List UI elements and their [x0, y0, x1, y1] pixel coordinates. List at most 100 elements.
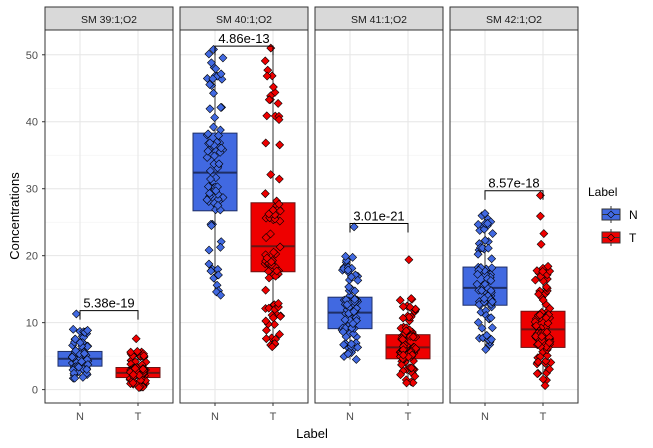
facet-panel: SM 41:1;O2 N T 3.01e-21 [314, 6, 444, 423]
data-point-T [532, 266, 542, 276]
data-point-T [533, 357, 543, 367]
data-point-N [341, 251, 350, 261]
data-point-T [261, 316, 271, 326]
facet-title: SM 39:1;O2 [81, 14, 137, 26]
data-point-N [211, 186, 221, 196]
legend-label: N [629, 208, 638, 222]
data-point-N [473, 269, 483, 279]
data-point-N [338, 327, 348, 337]
data-point-T [535, 310, 545, 320]
p-value-label: 4.86e-13 [218, 31, 269, 46]
y-tick-label: 20 [26, 251, 38, 263]
legend-point-icon [607, 210, 615, 219]
data-point-T [132, 347, 142, 356]
data-point-N [347, 339, 356, 349]
data-point-N [210, 113, 220, 123]
facet-title: SM 41:1;O2 [351, 14, 407, 26]
data-point-N [348, 319, 358, 329]
data-point-N [342, 300, 352, 310]
data-point-T [139, 351, 149, 361]
x-tick-label: N [211, 411, 219, 423]
data-point-N [487, 263, 497, 273]
data-point-N [339, 340, 349, 350]
x-tick-label: N [481, 411, 489, 423]
data-point-N [212, 287, 221, 297]
data-point-N [202, 153, 212, 162]
data-point-T [538, 295, 548, 305]
data-point-N [74, 362, 84, 372]
y-axis: 0 10 20 30 40 50 [26, 50, 45, 397]
data-point-T [410, 371, 420, 381]
legend-label: T [629, 231, 637, 245]
data-point-N [351, 355, 361, 364]
data-point-T [405, 302, 415, 312]
data-point-N [472, 279, 482, 289]
data-point-T [275, 140, 285, 150]
data-point-N [473, 249, 483, 259]
data-point-N [478, 243, 487, 253]
data-point-N [350, 286, 360, 296]
data-point-T [262, 253, 272, 263]
data-point-N [70, 334, 80, 344]
data-point-T [269, 247, 279, 257]
data-point-N [353, 275, 363, 285]
data-point-N [205, 80, 215, 90]
data-point-N [480, 235, 490, 245]
significance-bracket [79, 310, 139, 320]
data-point-T [406, 294, 416, 303]
data-point-N [216, 69, 226, 79]
data-point-N [344, 282, 354, 292]
data-point-T [134, 383, 144, 393]
data-point-T [260, 56, 270, 66]
data-point-N [488, 229, 498, 238]
data-point-T [273, 98, 283, 108]
panel-border [44, 29, 174, 404]
data-point-T [408, 378, 418, 388]
data-point-T [401, 326, 411, 336]
data-point-T [267, 342, 277, 352]
facet-panel: SM 39:1;O2 N T 5.38e-19 [44, 6, 174, 423]
data-point-N [486, 286, 496, 296]
data-point-N [216, 242, 225, 252]
data-point-T [273, 299, 283, 308]
facet-panels: SM 39:1;O2 N T 5.38e-19 SM 40:1;O2 N T 4.86e-13… [44, 6, 579, 423]
data-point-N [350, 294, 360, 304]
data-point-N [487, 323, 497, 333]
data-point-T [532, 369, 542, 379]
data-point-N [482, 330, 492, 340]
x-tick-label: T [540, 411, 547, 423]
data-point-N [487, 254, 497, 264]
y-tick-label: 50 [26, 50, 38, 62]
data-point-N [78, 372, 88, 382]
x-tick-label: T [405, 411, 412, 423]
facet-title: SM 42:1;O2 [486, 14, 542, 26]
data-point-N [215, 147, 225, 157]
data-point-T [541, 313, 551, 323]
data-point-N [480, 209, 490, 218]
data-point-T [274, 174, 284, 184]
data-point-T [533, 339, 543, 349]
data-point-N [71, 346, 81, 356]
facet-panel: SM 42:1;O2 N T 8.57e-18 [449, 6, 579, 423]
data-point-N [353, 342, 363, 352]
data-point-T [268, 313, 278, 323]
p-value-label: 5.38e-19 [83, 296, 134, 311]
data-point-T [268, 82, 278, 92]
data-point-T [531, 321, 541, 331]
data-point-N [486, 276, 496, 285]
data-point-N [486, 334, 496, 344]
data-point-T [261, 285, 271, 295]
data-point-N [203, 146, 213, 156]
data-point-N [343, 265, 353, 275]
data-point-N [83, 325, 93, 335]
data-point-T [275, 329, 284, 339]
x-tick-label: N [76, 411, 84, 423]
data-point-T [398, 302, 408, 312]
data-point-T [544, 338, 554, 348]
data-point-N [214, 270, 223, 280]
data-point-T [404, 312, 414, 322]
data-point-T [260, 189, 270, 199]
data-point-N [218, 53, 228, 63]
data-point-N [343, 349, 353, 359]
data-point-T [262, 325, 271, 335]
